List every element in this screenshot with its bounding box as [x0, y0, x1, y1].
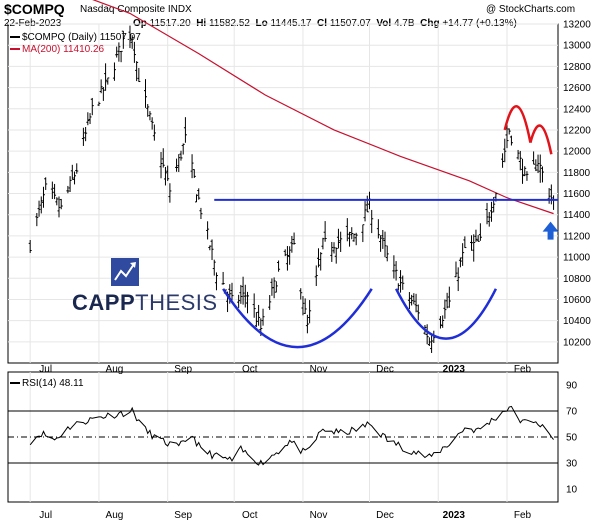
price-y-tick-label: 10200: [563, 337, 591, 348]
cup-curve-left: [222, 288, 373, 349]
capp-thesis-logo: CAPPTHESIS: [72, 290, 218, 316]
ma-legend: MA(200) 11410.26: [10, 44, 104, 55]
price-y-tick-label: 11400: [563, 210, 591, 221]
rsi-y-tick-label: 70: [566, 407, 578, 418]
pattern-annotations: [214, 105, 559, 349]
logo-trend-line: [114, 263, 135, 281]
price-bars: [28, 25, 555, 353]
rsi-x-tick-label: Aug: [106, 510, 124, 521]
rsi-x-tick-label: Oct: [242, 510, 258, 521]
rsi-y-tick-label: 90: [566, 381, 578, 392]
rsi-y-tick-label: 30: [566, 459, 578, 470]
rsi-y-tick-label: 10: [566, 485, 578, 496]
price-x-tick-label: Aug: [106, 364, 124, 375]
rsi-x-tick-label: Dec: [376, 510, 394, 521]
capp-logo-icon: [111, 258, 139, 286]
index-name: Nasdaq Composite INDX: [80, 4, 192, 15]
price-x-tick-label: Oct: [242, 364, 258, 375]
rsi-path: [29, 405, 554, 466]
price-x-tick-label: Nov: [310, 364, 328, 375]
ma-legend-swatch: [10, 48, 20, 51]
price-y-tick-label: 12800: [563, 62, 591, 73]
price-legend-swatch: [10, 36, 20, 39]
rsi-x-tick-label: Nov: [310, 510, 328, 521]
rsi-line: [29, 405, 554, 466]
price-legend-label: $COMPQ (Daily) 11507.07: [22, 32, 141, 43]
price-y-tick-label: 11600: [563, 189, 591, 200]
price-y-tick-label: 11000: [563, 253, 591, 264]
price-y-tick-label: 13000: [563, 41, 591, 52]
ma200-path: [92, 0, 554, 215]
price-y-tick-label: 10400: [563, 316, 591, 327]
price-x-tick-label: Jul: [39, 364, 52, 375]
price-y-tick-label: 12400: [563, 104, 591, 115]
price-y-tick-label: 12600: [563, 83, 591, 94]
logo-text-part1: CAPP: [72, 290, 136, 315]
price-legend: $COMPQ (Daily) 11507.07: [10, 32, 141, 43]
logo-text-part2: THESIS: [135, 290, 218, 315]
price-y-tick-label: 12000: [563, 147, 591, 158]
rsi-legend: RSI(14) 48.11: [10, 378, 84, 389]
head-shoulder-arc-left: [503, 105, 532, 143]
price-y-tick-label: 12200: [563, 125, 591, 136]
price-y-tick-label: 11200: [563, 231, 591, 242]
ma-legend-label: MA(200) 11410.26: [22, 44, 105, 55]
ma200-line: [92, 0, 554, 215]
rsi-x-tick-label: Feb: [514, 510, 532, 521]
rsi-grid: [7, 371, 559, 503]
price-x-tick-label: Sep: [174, 364, 192, 375]
watermark: @ StockCharts.com: [486, 4, 576, 15]
price-x-tick-label: Dec: [376, 364, 394, 375]
up-arrow-icon: [542, 221, 559, 240]
rsi-y-tick-label: 50: [566, 433, 578, 444]
price-y-tick-label: 10600: [563, 295, 591, 306]
rsi-x-tick-label: Sep: [174, 510, 192, 521]
price-x-tick-label: 2023: [443, 364, 466, 375]
head-shoulder-arc-right: [529, 124, 553, 155]
price-y-tick-label: 10800: [563, 274, 591, 285]
rsi-axis: Jul Aug Sep Oct Nov Dec 2023 Feb 10 30 50 70 90: [39, 381, 577, 522]
price-grid: [7, 23, 559, 364]
rsi-legend-label: RSI(14) 48.11: [22, 378, 84, 389]
logo-trend-arrow: [130, 262, 136, 268]
rsi-x-tick-label: Jul: [39, 510, 52, 521]
price-x-tick-label: Feb: [514, 364, 532, 375]
rsi-x-tick-label: 2023: [443, 510, 466, 521]
price-y-tick-label: 13200: [563, 20, 591, 31]
price-axis: Jul Aug Sep Oct Nov Dec 2023 Feb 10200 10400 10600…: [39, 20, 591, 376]
chart-symbol: $COMPQ: [4, 1, 65, 17]
rsi-legend-swatch: [10, 382, 20, 385]
price-y-tick-label: 11800: [563, 168, 591, 179]
cup-curve-right: [394, 288, 498, 340]
